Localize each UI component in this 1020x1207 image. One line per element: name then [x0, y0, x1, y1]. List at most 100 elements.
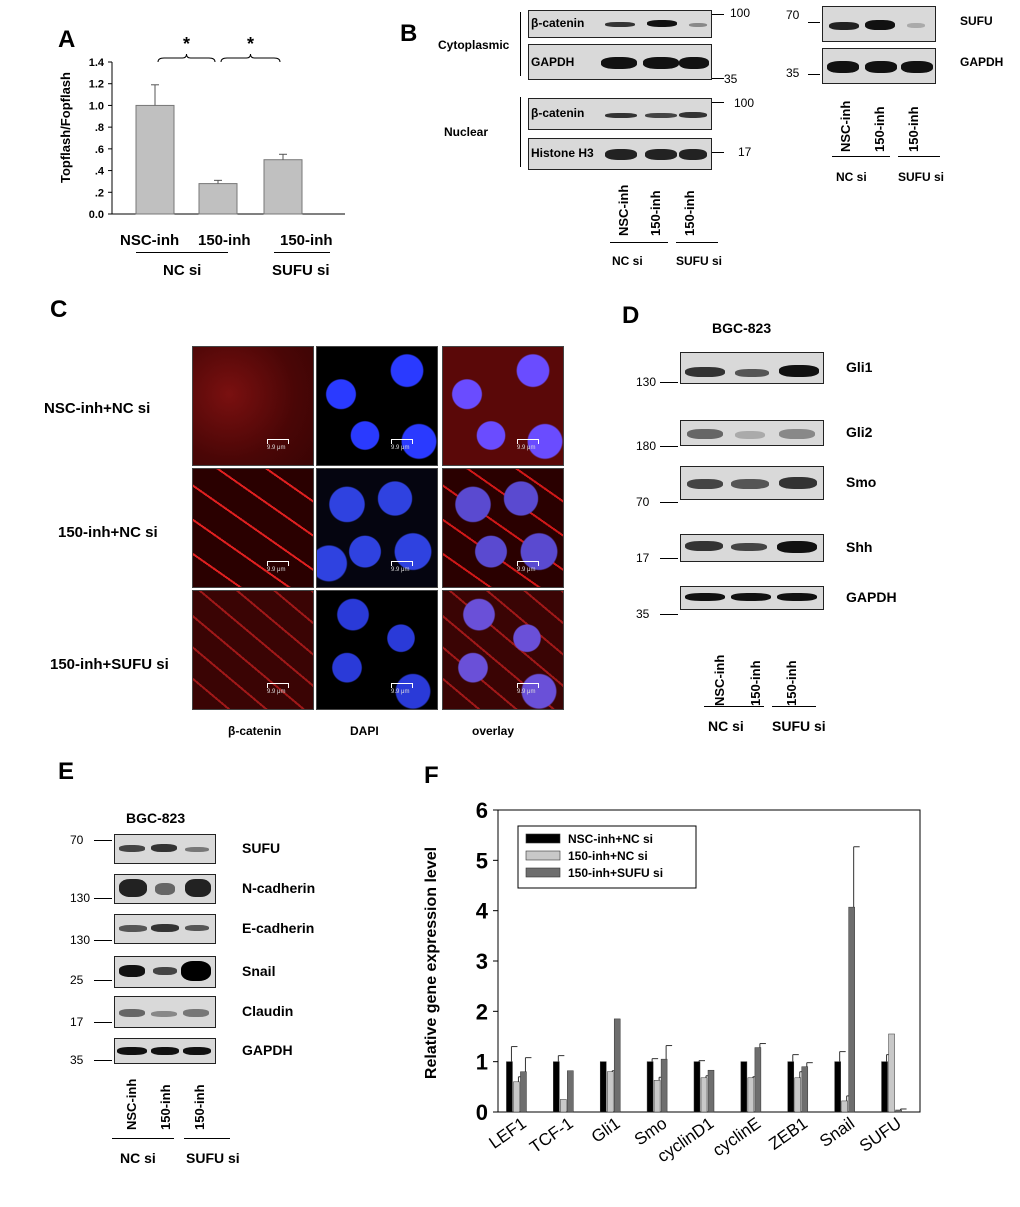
panel-c-row-1: NSC-inh+NC si	[44, 400, 151, 417]
band	[119, 845, 145, 852]
band-label: GAPDH	[960, 55, 1004, 69]
blot-e-4	[114, 956, 216, 988]
band	[151, 1011, 177, 1017]
band	[119, 925, 147, 932]
band	[183, 1009, 209, 1017]
f-bar	[881, 1061, 888, 1113]
scale-bar	[267, 683, 289, 688]
scale-text: 9.9 μm	[391, 445, 410, 451]
band-label: β-catenin	[531, 106, 585, 120]
micrograph-r2-c1: 9.9 μm	[192, 468, 314, 588]
f-bar	[794, 1077, 802, 1113]
marker-tick	[94, 1022, 112, 1023]
marker: 35	[70, 1053, 84, 1067]
scale-text: 9.9 μm	[391, 689, 410, 695]
f-legend-swatch	[525, 833, 561, 844]
a-sig-star: *	[183, 34, 190, 54]
f-bar	[567, 1070, 574, 1113]
band	[779, 365, 819, 377]
panel-f-chart: 0 1 2 3 4 5 6 Relative gene expression level LEF…	[423, 798, 921, 1166]
blot-b-bcatenin-nuc: β-catenin	[528, 98, 712, 130]
blot-b-gapdh-cyto: GAPDH	[528, 44, 712, 80]
f-legend-label: 150-inh+NC si	[568, 849, 648, 863]
marker: 17	[70, 1015, 84, 1029]
f-bar	[754, 1047, 762, 1113]
f-bar	[834, 1061, 841, 1113]
a-ytick-label: 1.0	[89, 100, 104, 112]
panel-b-cytoplasmic: Cytoplasmic	[438, 38, 510, 52]
f-bar	[560, 1099, 567, 1113]
panel-c-col-1: β-catenin	[228, 724, 282, 738]
panel-a-label: A	[58, 26, 76, 53]
f-bar	[653, 1080, 661, 1113]
a-bar	[263, 159, 303, 215]
a-sig-star: *	[247, 34, 254, 54]
band-label: GAPDH	[846, 589, 897, 605]
band	[605, 149, 637, 160]
band	[117, 1047, 147, 1055]
panel-e-cell-line: BGC-823	[126, 810, 186, 826]
f-ytick-label: 4	[476, 899, 489, 924]
f-ylabel: Relative gene expression level	[423, 847, 440, 1079]
blot-d-4	[680, 534, 824, 562]
a-ytick-label: .2	[95, 187, 104, 199]
band	[779, 429, 815, 439]
band	[827, 61, 859, 73]
band	[685, 541, 723, 551]
marker: 35	[786, 66, 800, 80]
group-label: SUFU si	[772, 718, 826, 734]
f-xtick-label: SUFU	[856, 1114, 905, 1156]
group-line	[704, 706, 764, 707]
marker-tick	[94, 898, 112, 899]
f-bar	[520, 1071, 527, 1113]
a-sig-bracket	[157, 53, 216, 63]
panel-a-group-2: SUFU si	[272, 262, 330, 279]
marker-tick	[712, 102, 724, 103]
a-bar	[198, 183, 238, 215]
marker-tick	[808, 74, 820, 75]
lane-label: 150-inh	[748, 660, 763, 706]
marker: 17	[636, 551, 650, 565]
blot-b-histone: Histone H3	[528, 138, 712, 170]
micrograph-r2-c2: 9.9 μm	[316, 468, 438, 588]
a-sig-bracket	[220, 53, 281, 63]
marker-tick	[94, 840, 112, 841]
group-label: NC si	[836, 170, 867, 184]
band	[185, 847, 209, 852]
marker-tick	[660, 382, 678, 383]
lane-label: NSC-inh	[838, 100, 853, 152]
scale-bar	[391, 439, 413, 444]
band	[153, 967, 177, 975]
a-ytick-label: .8	[95, 122, 104, 134]
marker: 100	[734, 96, 755, 110]
scale-bar	[391, 683, 413, 688]
panel-d-label: D	[622, 302, 640, 329]
scale-bar	[517, 683, 539, 688]
panel-c-row-3: 150-inh+SUFU si	[50, 656, 169, 673]
group-label: SUFU si	[898, 170, 945, 184]
micrograph-r3-c3: 9.9 μm	[442, 590, 564, 710]
marker: 35	[636, 607, 650, 621]
lane-label: NSC-inh	[616, 184, 631, 236]
marker: 70	[786, 8, 800, 22]
blot-b-sufu	[822, 6, 936, 42]
band	[679, 57, 709, 69]
lane-label: 150-inh	[648, 190, 663, 236]
panel-a-group-line-1	[136, 252, 228, 253]
panel-a-cat-1: NSC-inh	[120, 232, 180, 249]
f-legend-label: 150-inh+SUFU si	[568, 866, 663, 880]
scale-bar	[517, 439, 539, 444]
panel-a-group-1: NC si	[163, 262, 202, 279]
band	[685, 367, 725, 377]
group-line	[184, 1138, 230, 1139]
panel-b-bracket-nuc	[520, 97, 529, 167]
micrograph-r2-c3: 9.9 μm	[442, 468, 564, 588]
lane-label: 150-inh	[784, 660, 799, 706]
f-ytick-label: 6	[476, 798, 488, 823]
marker: 25	[70, 973, 84, 987]
f-bar	[646, 1061, 654, 1113]
marker-tick	[712, 78, 724, 79]
band	[679, 112, 707, 118]
blot-e-6	[114, 1038, 216, 1064]
band	[685, 593, 725, 601]
